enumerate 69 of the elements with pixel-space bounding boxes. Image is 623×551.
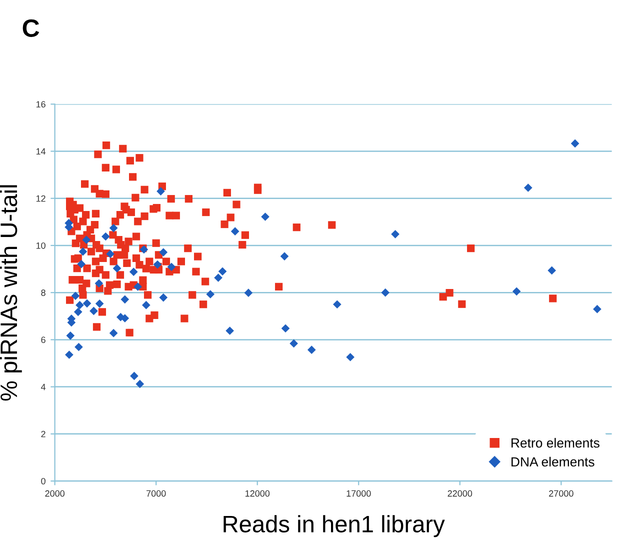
legend-label: Retro elements: [512, 438, 600, 448]
point: [74, 342, 83, 352]
x-tick-label: 17000: [346, 490, 371, 497]
point: [524, 184, 532, 192]
point: [66, 332, 75, 340]
point: [129, 268, 138, 276]
point: [159, 248, 168, 256]
y-tick-label: 14: [36, 148, 46, 155]
point: [134, 282, 142, 291]
point: [332, 300, 342, 309]
point: [76, 300, 84, 310]
x-axis-title: Reads in hen1 library: [224, 515, 445, 538]
y-tick-label: 10: [36, 242, 46, 249]
legend-label: DNA elements: [512, 456, 594, 467]
point: [142, 300, 150, 310]
y-tick-label: 6: [41, 336, 46, 344]
x-tick-label: 2000: [45, 490, 65, 497]
point: [307, 346, 316, 354]
point: [94, 279, 104, 288]
point: [230, 227, 240, 236]
point: [78, 247, 88, 256]
y-tick-label: 0: [41, 478, 46, 484]
point: [77, 260, 86, 268]
point: [244, 288, 253, 297]
point: [593, 304, 602, 314]
point: [82, 236, 91, 244]
point: [106, 250, 114, 258]
y-axis-title: % piRNAs with U-tail: [0, 185, 22, 401]
point: [218, 267, 227, 276]
point: [74, 308, 82, 316]
x-tick-label: 7000: [146, 490, 166, 497]
point: [167, 262, 176, 272]
point: [381, 288, 390, 297]
point: [206, 290, 215, 298]
point: [226, 326, 234, 335]
point: [214, 274, 222, 282]
y-tick-label: 2: [41, 430, 46, 438]
point: [130, 372, 138, 380]
y-tick-label: 8: [41, 290, 46, 296]
point: [109, 224, 118, 232]
point: [82, 299, 92, 308]
point: [65, 350, 74, 359]
y-tick-label: 4: [40, 384, 46, 390]
point: [112, 264, 122, 272]
text: C: [22, 19, 40, 38]
point: [346, 352, 354, 362]
x-tick-label: 12000: [245, 490, 270, 497]
point: [290, 339, 298, 348]
point: [156, 187, 165, 196]
point: [548, 266, 556, 275]
point: [512, 287, 521, 296]
point: [95, 299, 104, 308]
point: [281, 324, 290, 333]
point: [159, 293, 168, 302]
point: [109, 328, 118, 338]
point: [570, 139, 580, 148]
point: [90, 306, 98, 316]
y-tick-label: 16: [36, 101, 46, 108]
point: [71, 292, 80, 300]
y-tick-label: 12: [36, 195, 46, 202]
point: [280, 252, 289, 260]
point: [153, 260, 162, 269]
x-tick-label: 22000: [448, 490, 472, 497]
point: [101, 232, 110, 241]
point: [391, 230, 400, 238]
point: [261, 212, 270, 221]
point: [120, 295, 130, 304]
point: [136, 380, 144, 388]
x-tick-label: 27000: [549, 490, 574, 497]
